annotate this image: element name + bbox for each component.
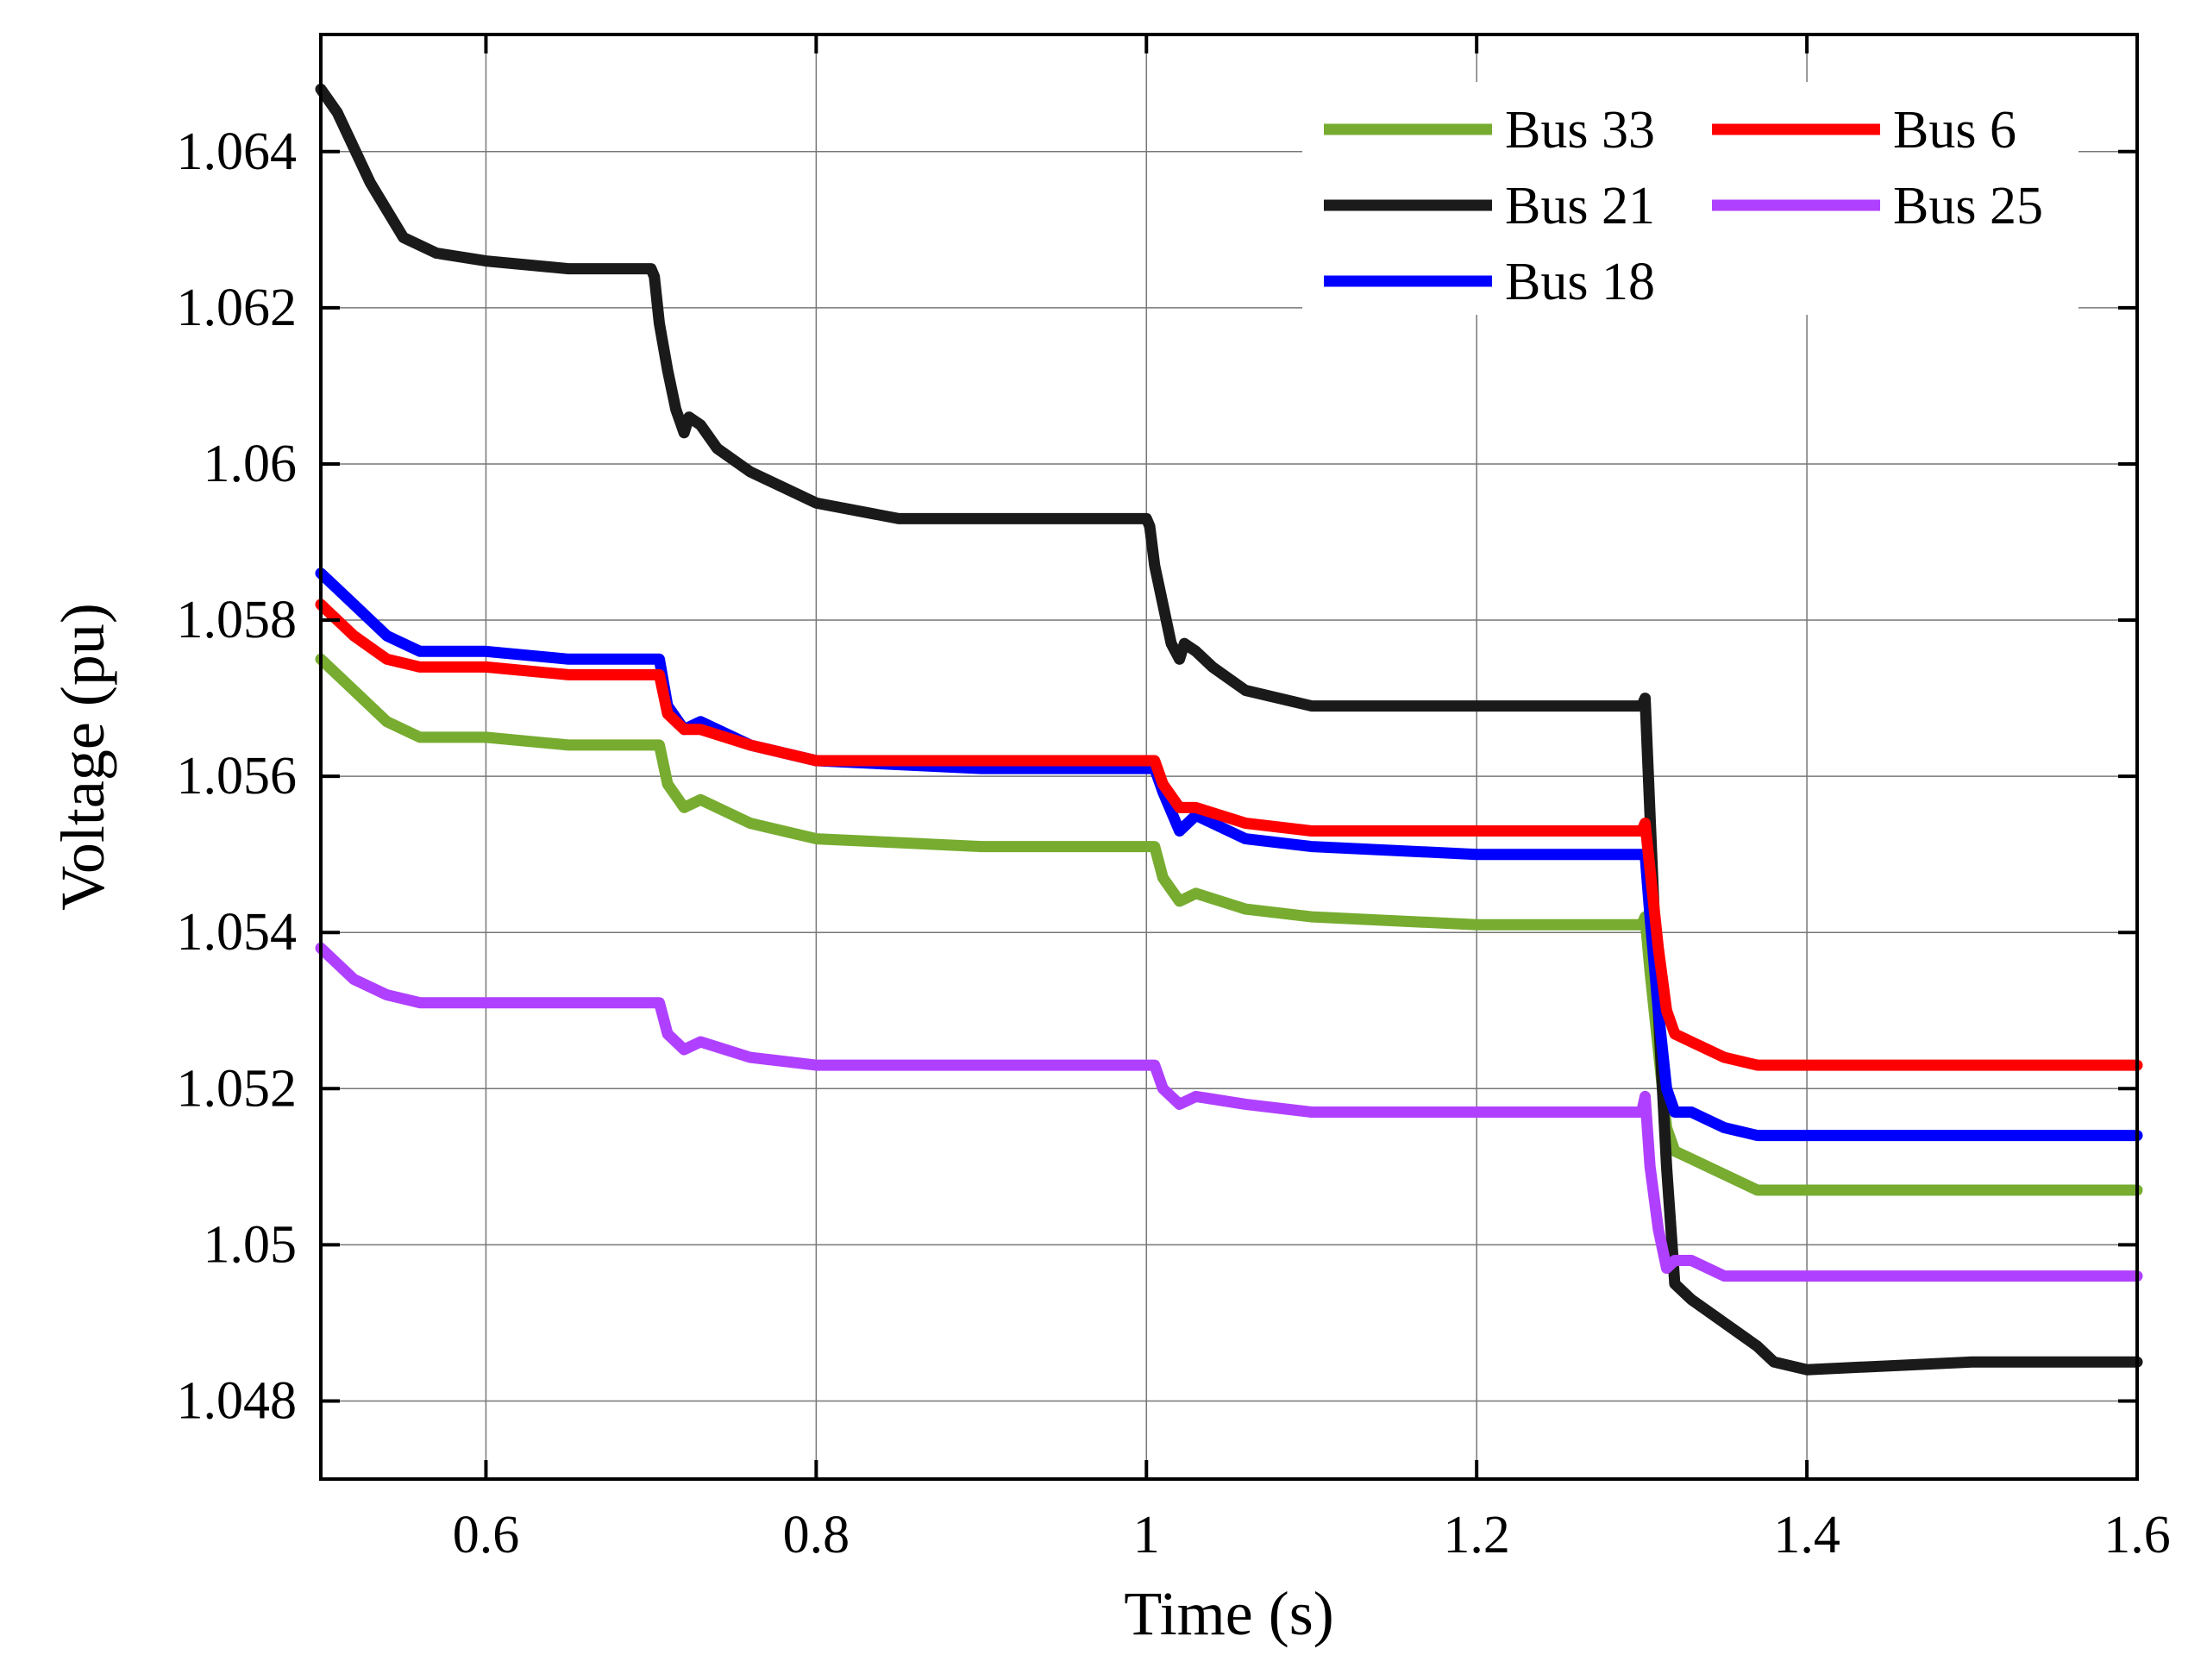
x-tick-label: 1.2 — [1443, 1506, 1510, 1564]
y-tick-label: 1.052 — [177, 1059, 298, 1118]
series-line-bus-25 — [315, 942, 2143, 1282]
series-line-bus-18 — [315, 567, 2143, 1142]
legend: Bus 33 Bus 6 Bus 21 Bus 25 Bus 18 — [1302, 82, 2078, 315]
legend-label-bus-18: Bus 18 — [1505, 253, 1655, 311]
y-tick-label: 1.05 — [204, 1215, 298, 1274]
y-tick-label: 1.06 — [204, 435, 298, 493]
y-tick-labels: 1.048 1.05 1.052 1.054 1.056 1.058 1.06 1.062 1.… — [177, 122, 298, 1431]
series-line-bus-21 — [315, 83, 2143, 1376]
x-tick-label: 1.6 — [2104, 1506, 2171, 1564]
y-tick-label: 1.056 — [177, 747, 298, 806]
y-tick-label: 1.048 — [177, 1371, 298, 1430]
legend-label-bus-25: Bus 25 — [1893, 177, 2043, 235]
series-group — [315, 83, 2143, 1376]
tick-marks — [321, 34, 2139, 1479]
x-tick-label: 1 — [1133, 1506, 1160, 1564]
y-axis-title: Voltage (pu) — [48, 603, 117, 911]
x-axis-title: Time (s) — [1124, 1579, 1333, 1648]
y-tick-label: 1.062 — [177, 279, 298, 337]
x-tick-label: 0.6 — [453, 1506, 520, 1564]
x-tick-label: 0.8 — [783, 1506, 850, 1564]
legend-label-bus-6: Bus 6 — [1893, 101, 2016, 160]
y-tick-label: 1.064 — [177, 122, 298, 181]
axes-box — [319, 33, 2139, 1481]
x-tick-label: 1.4 — [1773, 1506, 1840, 1564]
series-line-bus-33 — [315, 653, 2143, 1196]
y-tick-label: 1.058 — [177, 591, 298, 649]
legend-label-bus-33: Bus 33 — [1505, 101, 1655, 160]
y-tick-label: 1.054 — [177, 903, 298, 962]
legend-label-bus-21: Bus 21 — [1505, 177, 1655, 235]
series-line-bus-6 — [315, 599, 2143, 1071]
x-tick-labels: 0.6 0.8 1 1.2 1.4 1.6 — [453, 1506, 2171, 1564]
